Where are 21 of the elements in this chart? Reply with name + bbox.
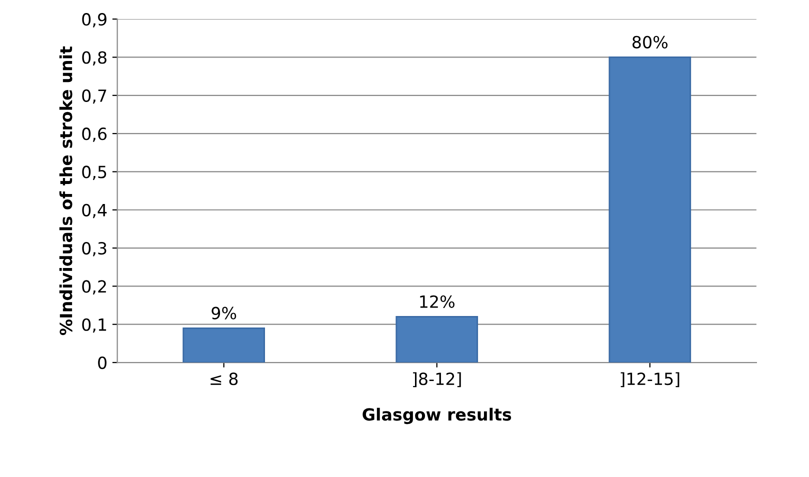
y-tick-label: 0,1: [82, 318, 106, 333]
data-label: 80%: [632, 36, 668, 48]
bar: [182, 327, 265, 363]
x-axis-title: Glasgow results: [362, 408, 512, 424]
y-tick-label: 0,4: [82, 204, 107, 218]
y-tick-label: 0,6: [82, 128, 107, 142]
y-tick-label: 0,2: [82, 280, 106, 294]
x-tick-label: ]8-12]: [413, 372, 461, 388]
y-tick-label: 0,7: [82, 89, 106, 104]
x-tick-label: ]12-15]: [620, 372, 680, 388]
y-tick-label: 0: [98, 356, 106, 370]
data-label: 12%: [420, 295, 454, 308]
y-tick-label: 0,9: [82, 13, 106, 28]
x-tick-label: ≤ 8: [210, 372, 238, 386]
bar: [396, 316, 478, 363]
bar: [608, 56, 692, 363]
y-tick-label: 0,3: [82, 242, 106, 256]
y-tick-label: 0,8: [82, 51, 106, 66]
y-axis-title: %Individuals of the stroke unit: [59, 46, 72, 336]
y-tick-label: 0,5: [82, 166, 106, 180]
data-label: 9%: [212, 306, 236, 320]
